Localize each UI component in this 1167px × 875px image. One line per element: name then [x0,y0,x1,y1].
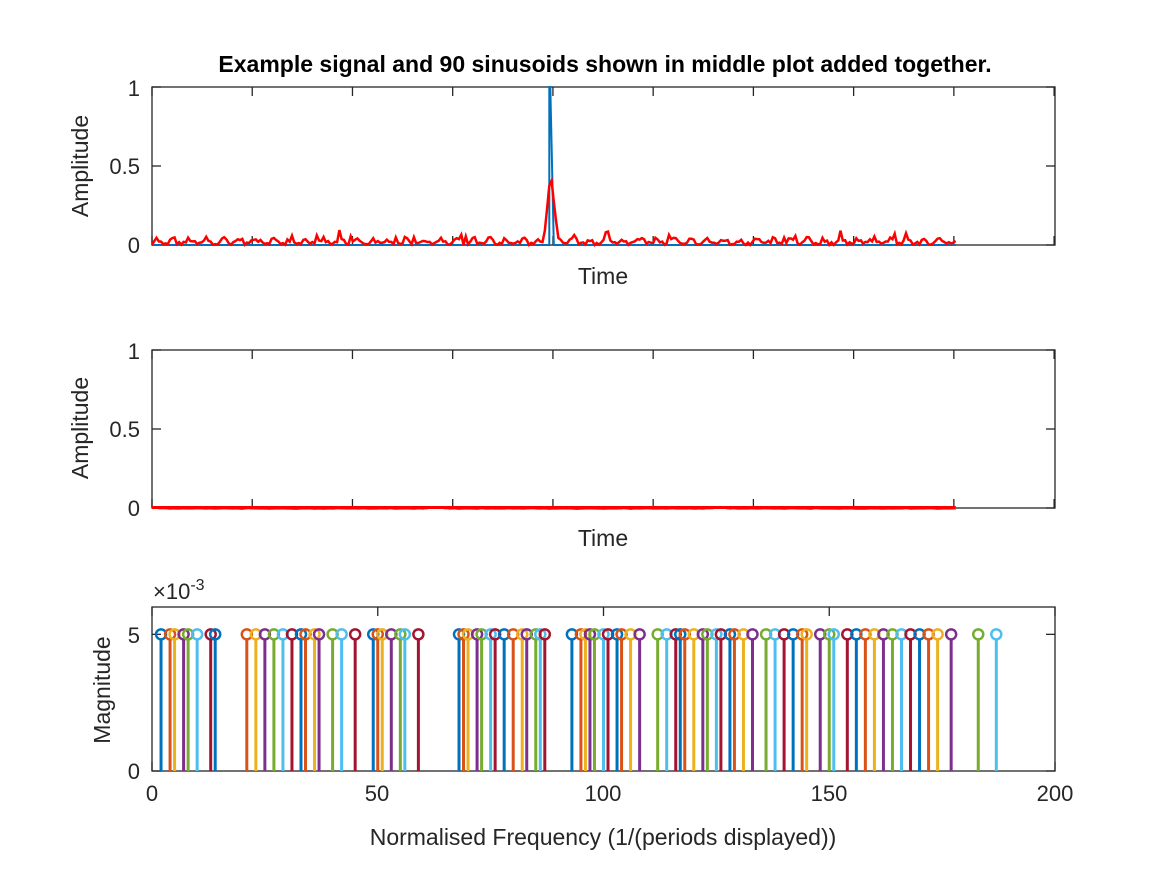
bottom-ytick-label: 5 [128,623,140,648]
middle-ylabel: Amplitude [67,377,93,479]
top-ytick-label: 0 [128,233,140,258]
stem-marker [204,628,217,641]
stem-marker [398,628,412,641]
middle-axes-ticks [151,349,1055,509]
stem-marker [746,628,759,641]
stem-marker [597,628,610,641]
middle-plot-lines [151,506,956,510]
stem-marker [470,628,484,641]
bottom-xtick-label: 200 [1037,781,1074,806]
stem-marker [795,628,809,641]
stem-marker [931,628,944,641]
middle-ytick-label: 0 [128,496,140,521]
stem-marker [633,628,646,641]
stem-marker [583,628,597,641]
top-ytick-label: 0.5 [109,154,140,179]
stem-marker [823,628,836,641]
stem-marker [990,628,1003,641]
middle-ytick-label: 1 [128,339,140,364]
stem-marker [515,628,529,641]
top-ytick-label: 1 [128,76,140,101]
bottom-ytick-label: 0 [128,759,140,784]
middle-xlabel: Time [578,525,628,551]
middle-subplot: 0 0.5 1 Time Amplitude [67,339,1056,551]
sinusoid-sum-line [150,176,957,248]
stem-marker [534,628,547,641]
bottom-exponent-label: ×10-3 [153,577,205,604]
stem-marker [190,628,204,641]
bottom-subplot: 0 5 0 50 100 150 200 ×10-3 Normalised Fr… [89,577,1073,850]
top-plot-lines [150,86,957,248]
stem-marker [412,628,425,641]
stem-marker [827,628,841,641]
bottom-xlabel: Normalised Frequency (1/(periods display… [370,824,837,850]
bottom-xtick-label: 100 [585,781,622,806]
stem-marker [538,628,552,641]
top-xlabel: Time [578,263,628,289]
stem-marker [163,628,177,641]
stem-marker [308,628,321,641]
top-ylabel: Amplitude [67,115,93,217]
stem-marker [335,628,348,641]
top-axes-ticks [151,86,1055,246]
stem-marker [348,628,362,641]
middle-ytick-label: 0.5 [109,417,140,442]
figure-title: Example signal and 90 sinusoids shown in… [218,51,991,77]
stem-marker [610,628,624,641]
stem-marker [944,628,958,641]
impulse-signal-line [152,86,956,246]
bottom-stem-plot [154,628,1003,771]
stem-marker [208,628,222,641]
stem-marker [800,628,813,641]
stem-marker [177,628,190,641]
bottom-ylabel: Magnitude [89,636,115,743]
stem-marker [710,628,723,641]
stem-marker [457,628,470,641]
stem-marker [394,628,407,641]
stem-marker [696,628,710,641]
top-subplot: 0 0.5 1 Time Amplitude [67,76,1056,289]
stem-marker [312,628,326,641]
stem-marker [371,628,384,641]
bottom-xtick-label: 150 [811,781,848,806]
stem-marker [484,628,497,641]
top-axes-frame [151,86,1056,246]
middle-axes-frame [151,349,1056,509]
bottom-xtick-label: 0 [146,781,158,806]
stem-marker [971,628,985,641]
stem-marker [294,628,308,641]
bottom-xtick-label: 50 [365,781,389,806]
stem-marker [674,628,687,641]
stem-marker [723,628,737,641]
